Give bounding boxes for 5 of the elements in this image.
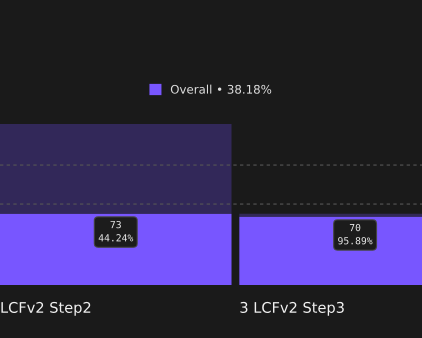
legend-label: Overall • 38.18% <box>170 84 272 94</box>
data-label: 73 44.24% <box>98 220 134 242</box>
data-label: 70 95.89% <box>338 224 372 244</box>
x-tick-label: LCFv2 Step2 <box>1 302 90 316</box>
x-tick-label: 3 LCFv2 Step3 <box>240 302 344 316</box>
